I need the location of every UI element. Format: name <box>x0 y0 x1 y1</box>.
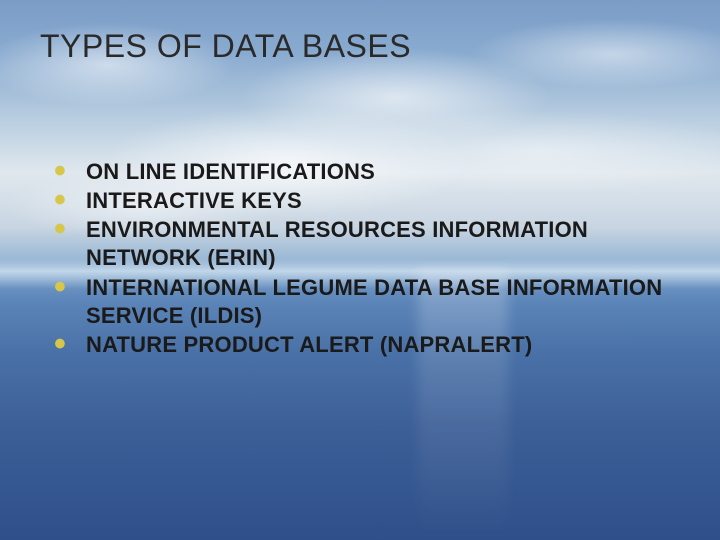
bullet-list: ON LINE IDENTIFICATIONS INTERACTIVE KEYS… <box>54 158 680 360</box>
bullet-item: NATURE PRODUCT ALERT (NAPRALERT) <box>54 331 680 359</box>
slide: TYPES OF DATA BASES ON LINE IDENTIFICATI… <box>0 0 720 540</box>
bullet-item: ENVIRONMENTAL RESOURCES INFORMATION NETW… <box>54 216 680 272</box>
slide-title: TYPES OF DATA BASES <box>40 28 411 65</box>
bullet-item: INTERACTIVE KEYS <box>54 187 680 215</box>
bullet-item: ON LINE IDENTIFICATIONS <box>54 158 680 186</box>
bullet-item: INTERNATIONAL LEGUME DATA BASE INFORMATI… <box>54 274 680 330</box>
